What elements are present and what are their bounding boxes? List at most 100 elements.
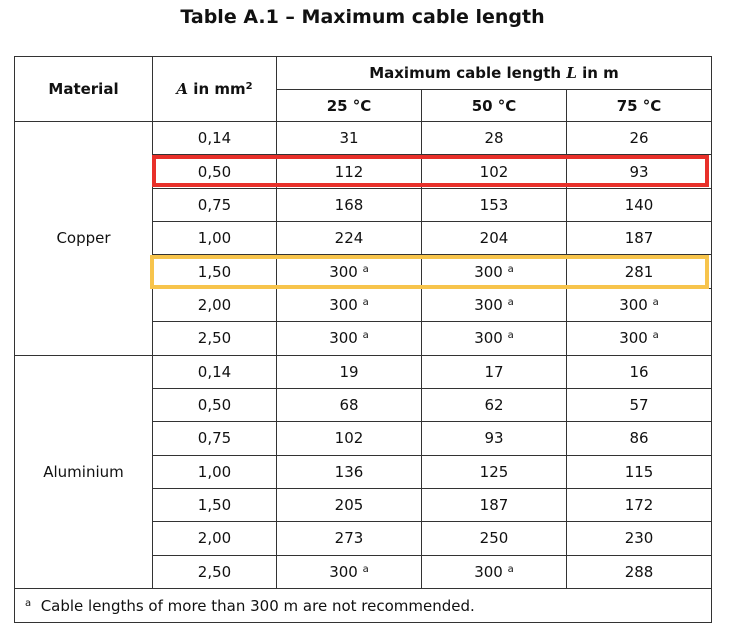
- length-value: 300: [474, 295, 503, 314]
- length-cell: 16: [565, 354, 713, 389]
- note-mark: a: [507, 296, 514, 308]
- group-symbol: L: [566, 64, 577, 82]
- length-value: 300: [329, 262, 358, 281]
- length-value: 57: [629, 396, 649, 415]
- area-symbol: A: [176, 80, 189, 98]
- table-title: Table A.1 – Maximum cable length: [180, 6, 545, 28]
- length-value: 136: [334, 462, 364, 481]
- group-before: Maximum cable length: [369, 64, 562, 82]
- length-cell: 153: [421, 187, 567, 223]
- length-value: 93: [484, 429, 504, 448]
- length-cell: 300 a: [421, 554, 567, 590]
- length-value: 125: [479, 462, 509, 481]
- length-cell: 93: [421, 421, 567, 456]
- length-cell: 62: [421, 387, 567, 423]
- length-cell: 86: [565, 421, 713, 456]
- note-mark: a: [652, 296, 659, 308]
- length-value: 86: [629, 429, 649, 448]
- area-cell: 1,00: [152, 454, 277, 489]
- area-sup: 2: [245, 81, 253, 92]
- header-group: Maximum cable length L in m: [275, 56, 713, 90]
- length-value: 187: [479, 496, 509, 515]
- length-value: 172: [624, 496, 654, 515]
- length-value: 204: [479, 229, 509, 248]
- area-cell: 0,50: [152, 387, 277, 423]
- length-cell: 93: [565, 154, 713, 189]
- length-value: 19: [339, 362, 359, 381]
- length-cell: 187: [421, 487, 567, 523]
- row: 2,00 273 250 230: [15, 521, 713, 556]
- row: 1,50 300 a 300 a 281: [15, 254, 713, 289]
- length-cell: 281: [565, 254, 713, 289]
- length-cell: 224: [276, 221, 422, 256]
- length-cell: 28: [421, 120, 567, 156]
- note-mark: a: [652, 330, 659, 342]
- length-cell: 19: [276, 354, 422, 389]
- row: 0,75 168 153 140: [15, 187, 713, 223]
- group-after: in m: [582, 64, 619, 82]
- length-cell: 300 a: [421, 254, 567, 289]
- length-cell: 68: [276, 387, 422, 423]
- length-value: 288: [624, 562, 654, 581]
- length-cell: 300 a: [276, 321, 422, 356]
- area-cell: 2,00: [152, 287, 277, 323]
- length-cell: 112: [276, 154, 422, 189]
- length-value: 300: [329, 295, 358, 314]
- row: 2,00 300 a 300 a 300 a: [15, 287, 713, 323]
- area-cell: 0,50: [152, 154, 277, 189]
- length-cell: 26: [565, 120, 713, 156]
- length-cell: 205: [276, 487, 422, 523]
- length-value: 250: [479, 529, 509, 548]
- row: 0,50 68 62 57: [15, 387, 713, 423]
- note-mark: a: [362, 563, 369, 575]
- length-value: 26: [629, 129, 649, 148]
- length-cell: 102: [276, 421, 422, 456]
- length-value: 300: [474, 562, 503, 581]
- header-temp: 75 °C: [565, 89, 713, 122]
- length-value: 17: [484, 362, 504, 381]
- note-mark: a: [362, 263, 369, 275]
- length-cell: 300 a: [565, 287, 713, 323]
- length-value: 300: [474, 329, 503, 348]
- row: 2,50 300 a 300 a 300 a: [15, 321, 713, 356]
- header-temp: 25 °C: [276, 89, 422, 122]
- length-value: 273: [334, 529, 364, 548]
- length-cell: 250: [421, 521, 567, 556]
- area-cell: 0,14: [152, 354, 277, 389]
- length-cell: 273: [276, 521, 422, 556]
- header-material: Material: [14, 56, 153, 122]
- length-value: 140: [624, 195, 654, 214]
- length-value: 230: [624, 529, 654, 548]
- length-value: 102: [479, 162, 509, 181]
- note-mark: a: [507, 263, 514, 275]
- length-value: 205: [334, 496, 364, 515]
- length-value: 300: [619, 329, 648, 348]
- length-value: 112: [334, 162, 364, 181]
- cable-table: Material A in mm2 Maximum cable length L…: [13, 56, 713, 624]
- length-cell: 300 a: [421, 321, 567, 356]
- length-cell: 300 a: [565, 321, 713, 356]
- length-cell: 204: [421, 221, 567, 256]
- length-cell: 102: [421, 154, 567, 189]
- length-cell: 300 a: [276, 554, 422, 590]
- note-mark: a: [507, 563, 514, 575]
- note-mark: a: [362, 296, 369, 308]
- header-area: A in mm2: [152, 56, 277, 122]
- length-value: 68: [339, 396, 359, 415]
- row: Aluminium 0,14 19 17 16: [14, 354, 713, 590]
- length-value: 281: [624, 262, 654, 281]
- length-value: 153: [479, 195, 509, 214]
- length-cell: 300 a: [276, 287, 422, 323]
- footnote-text: Cable lengths of more than 300 m are not…: [40, 596, 475, 615]
- header-temp: 50 °C: [421, 89, 567, 122]
- length-cell: 115: [565, 454, 713, 489]
- length-value: 300: [474, 262, 503, 281]
- length-cell: 300 a: [421, 287, 567, 323]
- length-value: 224: [334, 229, 364, 248]
- length-cell: 57: [565, 387, 713, 423]
- length-value: 300: [619, 295, 648, 314]
- footnote: a Cable lengths of more than 300 m are n…: [13, 588, 713, 624]
- area-cell: 2,50: [152, 554, 277, 590]
- row: Copper 0,14 31 28 26: [14, 120, 713, 356]
